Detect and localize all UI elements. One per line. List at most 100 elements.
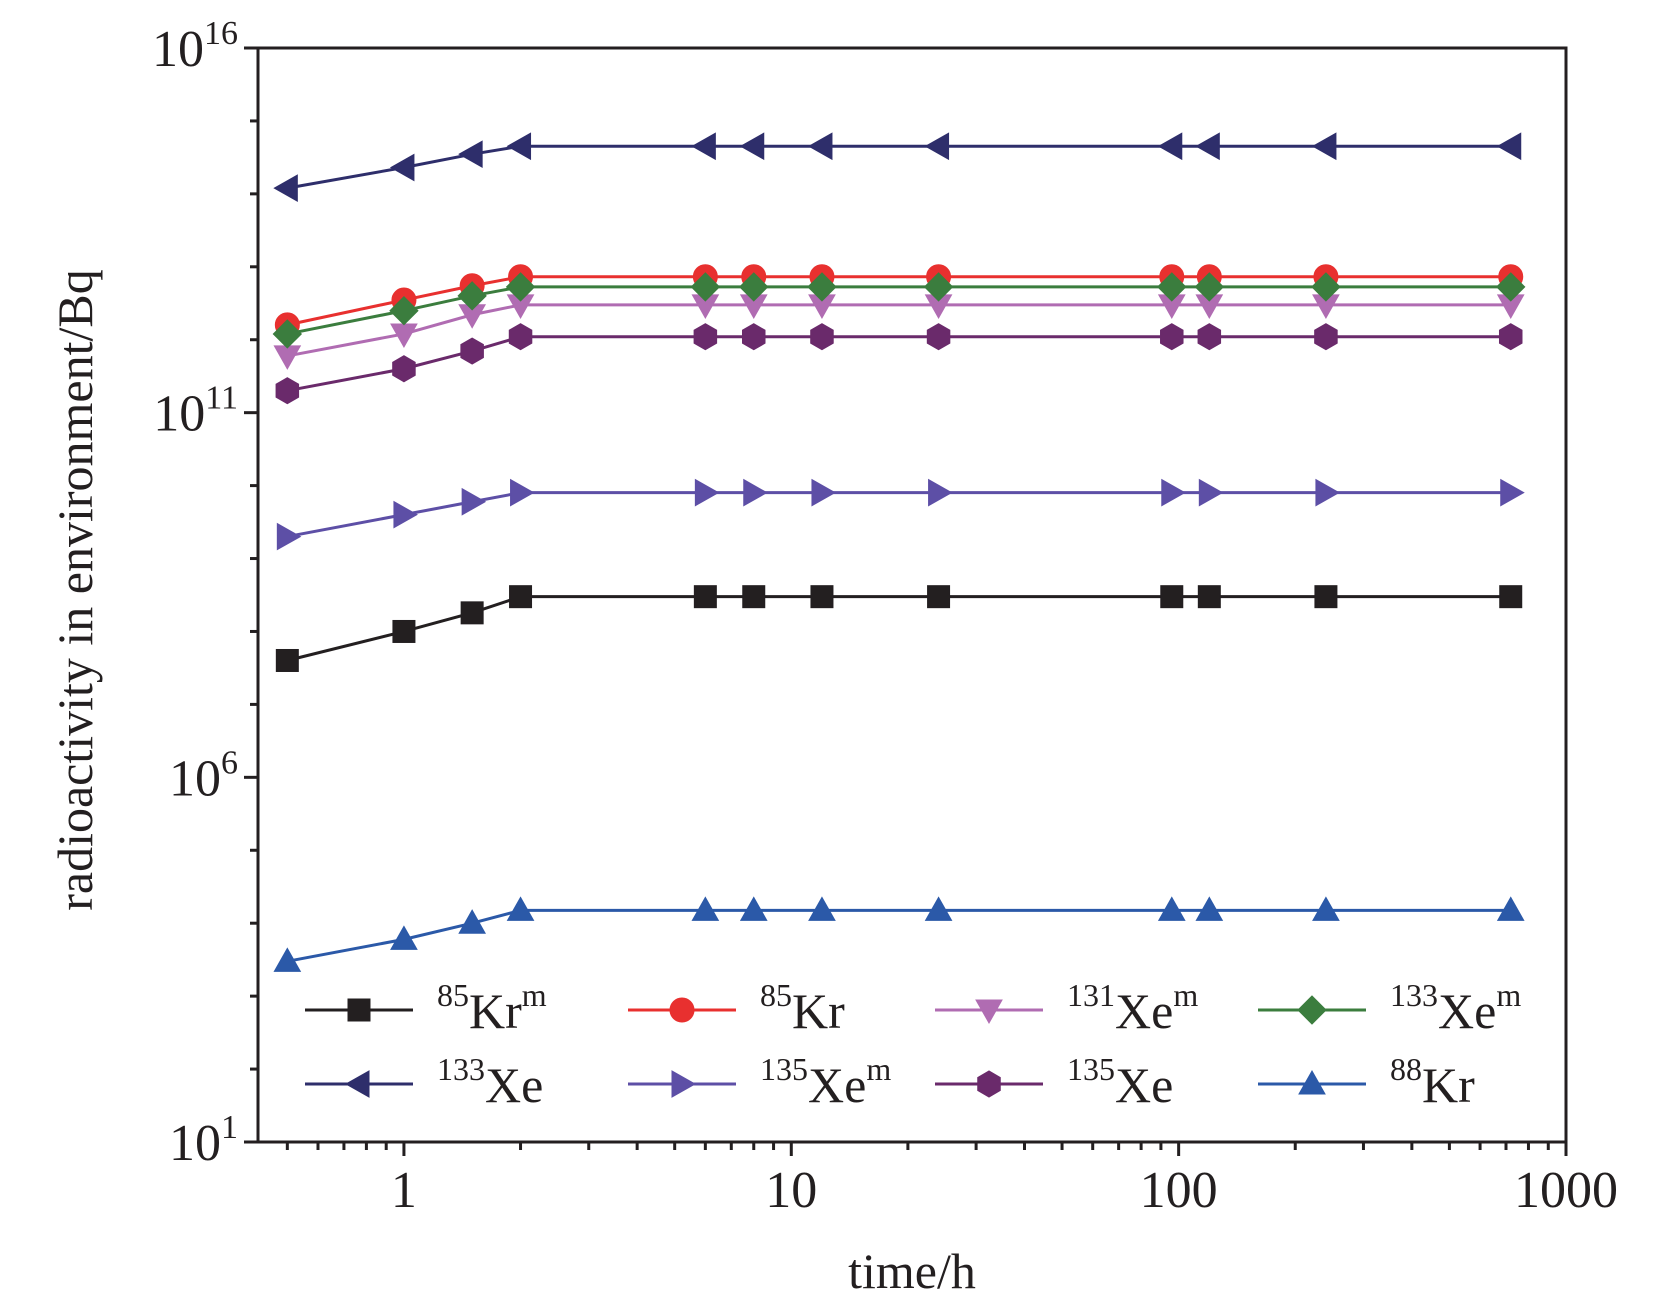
data-point [275, 648, 299, 672]
y-tick-base: 10 [169, 750, 221, 807]
legend-marker [669, 997, 695, 1023]
data-point [1496, 272, 1526, 302]
y-tick-label: 1011 [153, 380, 238, 443]
data-point [1312, 896, 1340, 921]
y-axis-title: radioactivity in environment/Bq [47, 269, 103, 911]
y-tick-base: 10 [152, 21, 204, 78]
legend-marker [977, 1070, 1001, 1098]
y-tick-exponent: 11 [205, 380, 238, 417]
data-point [1499, 585, 1523, 609]
legend-label: 85Krm [437, 977, 547, 1039]
data-point [1498, 323, 1523, 351]
data-point [1198, 478, 1224, 507]
data-point [509, 585, 533, 609]
data-point [272, 319, 303, 349]
data-point [923, 272, 954, 302]
data-point [810, 585, 834, 609]
data-point [1496, 132, 1522, 161]
data-point [506, 896, 535, 921]
data-point [276, 522, 302, 551]
legend-item: 85Krm [305, 977, 547, 1039]
series-line [287, 908, 1511, 963]
x-tick-label: 1 [391, 1162, 417, 1219]
data-point [811, 478, 836, 507]
data-point [460, 337, 484, 365]
legend-item: 85Kr [628, 977, 845, 1039]
data-point [390, 925, 418, 950]
legend-marker [344, 1070, 370, 1098]
data-point [693, 585, 717, 609]
y-tick-label: 101 [169, 1109, 238, 1172]
legend-marker [1298, 1069, 1326, 1095]
data-point [458, 909, 487, 934]
series-line [287, 144, 1511, 190]
data-point [461, 487, 487, 516]
data-point [928, 478, 953, 507]
data-point [510, 478, 535, 507]
data-point [924, 132, 950, 161]
legend-label: 88Kr [1390, 1051, 1475, 1113]
y-tick-exponent: 16 [204, 15, 238, 52]
legend-label: 135Xem [760, 1051, 891, 1113]
y-tick-exponent: 6 [221, 744, 238, 781]
data-point [807, 272, 837, 302]
data-point [742, 585, 766, 609]
data-point [460, 601, 484, 625]
x-tick-label: 1000 [1514, 1162, 1618, 1219]
data-point [458, 140, 483, 169]
data-point [739, 132, 765, 161]
series-group [276, 478, 1525, 551]
plot-series [272, 132, 1526, 972]
series-line [287, 303, 1511, 358]
y-tick-label: 106 [169, 744, 238, 807]
legend-label: 133Xe [437, 1051, 543, 1113]
legend-marker [1297, 995, 1327, 1025]
data-point [1311, 272, 1341, 302]
data-point [389, 296, 419, 326]
legend-item: 131Xem [935, 977, 1198, 1039]
x-tick-label: 10 [765, 1162, 817, 1219]
y-tick-label: 1016 [152, 15, 238, 78]
data-point [1314, 323, 1338, 351]
data-point [273, 947, 302, 972]
data-point [273, 345, 302, 370]
data-point [1315, 478, 1340, 507]
legend-item: 88Kr [1258, 1051, 1475, 1113]
data-point [693, 323, 718, 351]
legend: 85Krm 85Kr 131Xem 133Xem 133Xe 135Xem 135Xe 88K… [305, 977, 1521, 1113]
data-point [1160, 585, 1184, 609]
legend-item: 135Xe [935, 1051, 1173, 1113]
data-point [1157, 272, 1187, 302]
data-point [741, 323, 766, 351]
data-point [1157, 896, 1186, 921]
data-point [927, 585, 951, 609]
data-point [1311, 132, 1337, 161]
data-point [739, 896, 768, 921]
data-point [1195, 896, 1224, 921]
data-point [1314, 585, 1338, 609]
data-point [505, 272, 536, 302]
series-group [272, 272, 1526, 349]
legend-item: 135Xem [628, 1051, 891, 1113]
data-point [1195, 132, 1220, 161]
legend-item: 133Xem [1258, 977, 1521, 1039]
legend-marker [347, 998, 371, 1022]
data-point [389, 153, 415, 182]
y-tick-base: 10 [153, 386, 205, 443]
legend-marker [671, 1070, 697, 1098]
data-point [1161, 478, 1186, 507]
x-axis-title: time/h [848, 1243, 976, 1299]
data-point [1194, 272, 1225, 302]
series-group [275, 323, 1523, 405]
legend-label: 85Kr [760, 977, 845, 1039]
data-point [1157, 132, 1183, 161]
data-point [1197, 323, 1222, 351]
data-point [508, 323, 533, 351]
data-point [691, 132, 716, 161]
data-point [691, 896, 720, 921]
data-point [807, 132, 833, 161]
data-point [810, 323, 834, 351]
data-point [690, 272, 721, 302]
series-line [287, 491, 1511, 539]
